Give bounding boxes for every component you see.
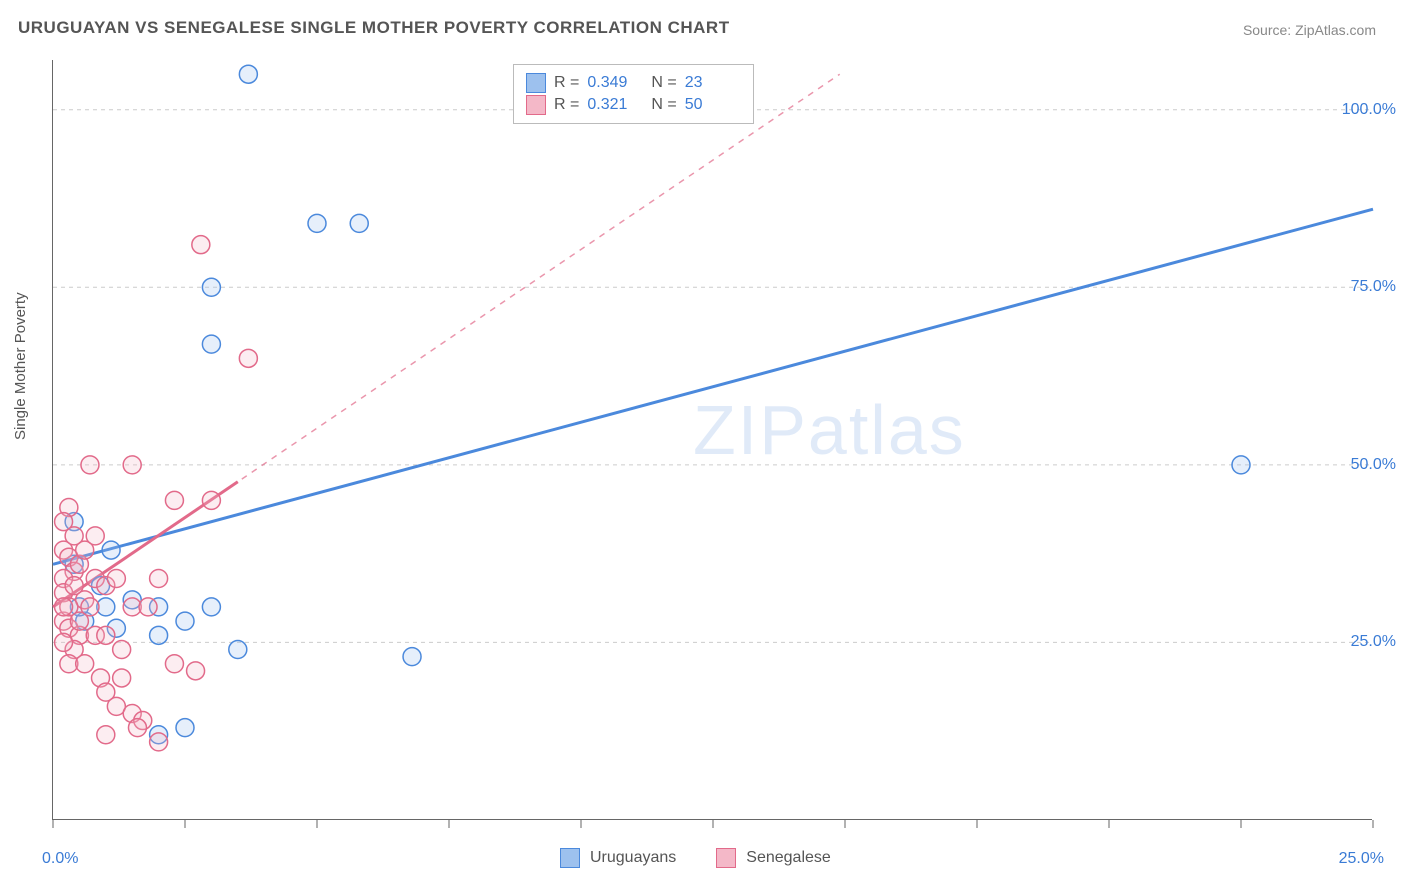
scatter-svg: [53, 60, 1373, 820]
n-label: N =: [651, 74, 676, 92]
y-axis-label: Single Mother Poverty: [12, 292, 29, 440]
swatch-uruguayans-icon: [526, 73, 546, 93]
swatch-senegalese-icon: [526, 95, 546, 115]
stats-row-uruguayans: R = 0.349 N = 23: [526, 73, 741, 93]
chart-title: URUGUAYAN VS SENEGALESE SINGLE MOTHER PO…: [18, 18, 730, 38]
plot-area: ZIPatlas R = 0.349 N = 23 R = 0.321 N = …: [52, 60, 1372, 820]
n-label: N =: [651, 96, 676, 114]
stats-row-senegalese: R = 0.321 N = 50: [526, 95, 741, 115]
stats-legend: R = 0.349 N = 23 R = 0.321 N = 50: [513, 64, 754, 124]
y-tick-label: 75.0%: [1351, 278, 1396, 296]
x-tick-label-min: 0.0%: [42, 850, 78, 868]
r-value-senegalese: 0.321: [587, 96, 643, 114]
r-value-uruguayans: 0.349: [587, 74, 643, 92]
n-value-uruguayans: 23: [685, 74, 741, 92]
r-label: R =: [554, 74, 579, 92]
y-tick-label: 50.0%: [1351, 456, 1396, 474]
swatch-uruguayans-icon: [560, 848, 580, 868]
x-tick-label-max: 25.0%: [1339, 850, 1384, 868]
legend-label-uruguayans: Uruguayans: [590, 849, 676, 867]
legend-label-senegalese: Senegalese: [746, 849, 831, 867]
swatch-senegalese-icon: [716, 848, 736, 868]
r-label: R =: [554, 96, 579, 114]
y-tick-label: 100.0%: [1342, 101, 1396, 119]
n-value-senegalese: 50: [685, 96, 741, 114]
y-tick-label: 25.0%: [1351, 633, 1396, 651]
series-legend: Uruguayans Senegalese: [560, 848, 831, 868]
source-label: Source: ZipAtlas.com: [1243, 22, 1376, 38]
